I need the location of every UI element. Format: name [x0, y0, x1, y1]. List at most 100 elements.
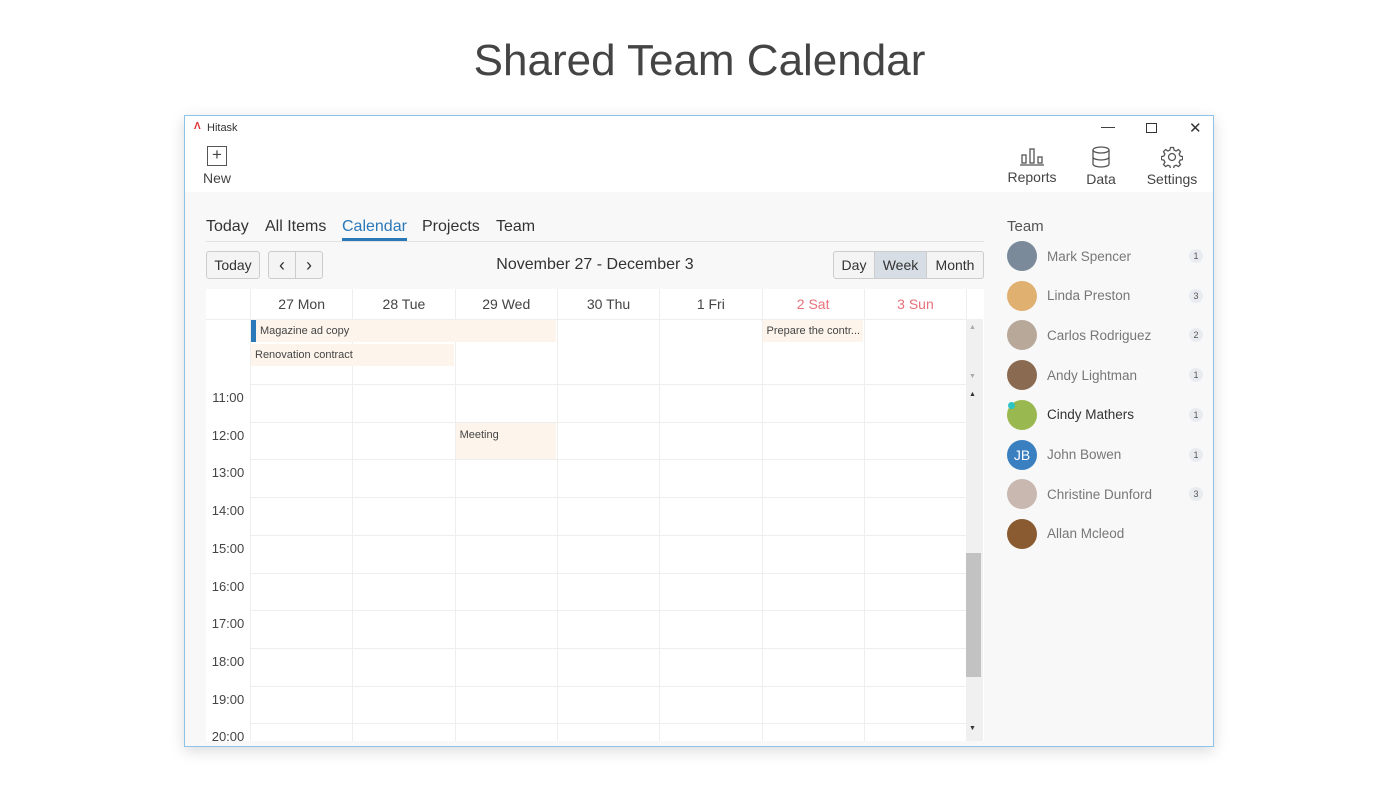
- new-button[interactable]: + New: [197, 146, 237, 186]
- avatar: [1007, 320, 1037, 351]
- calendar-event[interactable]: Prepare the contr...: [762, 320, 863, 342]
- task-count-badge: 1: [1189, 447, 1203, 462]
- task-count-badge: 2: [1189, 328, 1203, 343]
- calendar-event[interactable]: Meeting: [455, 422, 556, 460]
- data-label: Data: [1086, 171, 1116, 187]
- tab-team[interactable]: Team: [496, 218, 536, 235]
- gear-icon: [1160, 146, 1184, 170]
- team-member[interactable]: Linda Preston 3: [1007, 280, 1203, 312]
- scroll-arrow-icon[interactable]: ▼: [969, 725, 976, 732]
- scrollbar[interactable]: [966, 319, 983, 741]
- tab-calendar[interactable]: Calendar: [342, 218, 407, 241]
- hour-line: [250, 723, 966, 725]
- member-name: John Bowen: [1047, 447, 1122, 462]
- hour-label: 11:00: [212, 390, 244, 405]
- day-column-line: [250, 319, 251, 741]
- chevron-left-icon: ‹: [279, 254, 285, 275]
- day-column-line: [454, 319, 456, 741]
- toolbar: + New Reports Data Settings: [185, 142, 1213, 192]
- data-button[interactable]: Data: [1081, 146, 1121, 187]
- hour-line: [250, 459, 966, 461]
- team-member[interactable]: Cindy Mathers 1: [1007, 399, 1203, 431]
- avatar: [1007, 360, 1037, 391]
- date-range: November 27 - December 3: [496, 256, 694, 273]
- member-name: Carlos Rodriguez: [1047, 327, 1152, 343]
- hour-line: [250, 647, 966, 649]
- calendar-event[interactable]: Magazine ad copy: [251, 320, 556, 342]
- task-count-badge: 1: [1189, 368, 1203, 383]
- scrollbar-thumb[interactable]: [966, 553, 981, 677]
- settings-button[interactable]: Settings: [1143, 146, 1201, 187]
- day-header: 2 Sat: [761, 289, 864, 319]
- reports-button[interactable]: Reports: [1003, 146, 1061, 185]
- hour-label: 18:00: [211, 653, 245, 669]
- hour-line: [250, 610, 966, 612]
- hour-label: 13:00: [211, 465, 245, 481]
- avatar: [1007, 399, 1037, 430]
- team-member[interactable]: Allan Mcleod: [1007, 518, 1203, 550]
- team-member[interactable]: Christine Dunford 3: [1007, 478, 1203, 510]
- team-member[interactable]: Andy Lightman 1: [1007, 359, 1203, 391]
- next-button[interactable]: ›: [295, 251, 323, 279]
- day-header: 1 Fri: [659, 289, 761, 319]
- hour-label: 17:00: [211, 616, 245, 632]
- tab-all-items[interactable]: All Items: [265, 218, 327, 235]
- avatar: [1007, 241, 1037, 271]
- hour-line: [250, 497, 966, 499]
- tab-today[interactable]: Today: [206, 218, 249, 235]
- task-count-badge: 3: [1189, 288, 1203, 303]
- prev-button[interactable]: ‹: [268, 251, 296, 279]
- database-icon: [1092, 146, 1110, 168]
- member-name: Christine Dunford: [1047, 486, 1153, 502]
- chevron-right-icon: ›: [306, 254, 312, 275]
- scroll-arrow-icon[interactable]: ▼: [969, 373, 976, 380]
- scroll-arrow-icon[interactable]: ▲: [969, 324, 976, 331]
- page-title: Shared Team Calendar: [473, 36, 926, 85]
- app-window: Λ Hitask — ✕ + New Reports Data Settings…: [184, 115, 1214, 747]
- view-day-button[interactable]: Day: [833, 251, 875, 279]
- avatar: [1007, 479, 1037, 510]
- team-title: Team: [1007, 218, 1044, 235]
- avatar: JB: [1007, 439, 1037, 470]
- day-column-line: [863, 319, 865, 741]
- team-member[interactable]: JB John Bowen 1: [1007, 439, 1203, 471]
- tabs-divider: [206, 241, 984, 242]
- close-button[interactable]: ✕: [1189, 120, 1202, 137]
- settings-label: Settings: [1146, 171, 1198, 187]
- bar-chart-icon: [1020, 148, 1044, 166]
- today-button[interactable]: Today: [206, 251, 260, 279]
- hour-label: 14:00: [211, 503, 245, 519]
- all-day-divider: [250, 384, 966, 385]
- day-header: 29 Wed: [454, 289, 557, 319]
- task-count-badge: 1: [1189, 249, 1203, 263]
- member-name: Mark Spencer: [1047, 248, 1132, 264]
- view-month-button[interactable]: Month: [926, 251, 984, 279]
- day-header: 28 Tue: [352, 289, 454, 319]
- member-name: Allan Mcleod: [1047, 526, 1125, 542]
- minimize-button[interactable]: —: [1101, 118, 1115, 134]
- day-header: 3 Sun: [863, 289, 966, 319]
- hour-label: 20:00: [211, 729, 245, 741]
- member-name: Linda Preston: [1047, 288, 1131, 304]
- hour-line: [250, 572, 966, 574]
- plus-icon: +: [207, 146, 227, 166]
- week-grid: 27 Mon 28 Tue 29 Wed 30 Thu 1 Fri 2 Sat 3 Sun 1…: [206, 289, 984, 741]
- day-column-line: [556, 319, 558, 741]
- hour-label: 15:00: [211, 540, 245, 556]
- hour-line: [250, 421, 966, 423]
- title-bar: Λ Hitask — ✕: [185, 116, 1213, 142]
- maximize-button[interactable]: [1146, 123, 1157, 133]
- app-logo-icon: Λ: [194, 121, 201, 132]
- day-column-line: [352, 319, 354, 741]
- hour-label: 12:00: [211, 427, 245, 443]
- day-header: 30 Thu: [556, 289, 659, 319]
- team-member[interactable]: Carlos Rodriguez 2: [1007, 319, 1203, 351]
- tab-projects[interactable]: Projects: [422, 218, 480, 235]
- task-count-badge: 1: [1189, 407, 1203, 422]
- avatar: [1007, 280, 1037, 311]
- scroll-arrow-icon[interactable]: ▲: [969, 391, 976, 398]
- calendar-event[interactable]: Renovation contract: [251, 344, 454, 366]
- day-column-line: [659, 319, 661, 741]
- view-week-button[interactable]: Week: [874, 251, 927, 279]
- team-member[interactable]: Mark Spencer 1: [1007, 240, 1203, 272]
